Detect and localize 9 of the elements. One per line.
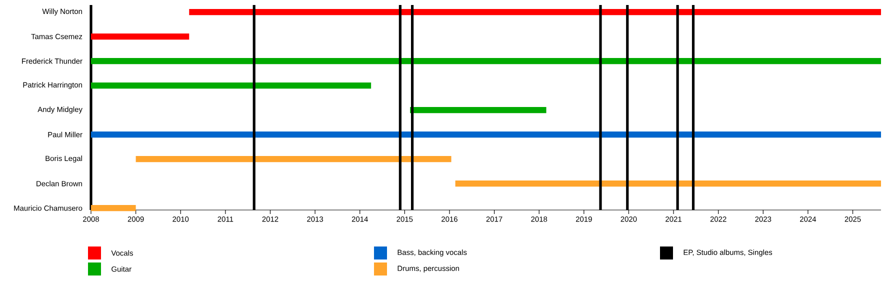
bar: [136, 156, 452, 162]
bar: [91, 33, 190, 40]
bar: [410, 106, 546, 114]
bar: [91, 131, 882, 138]
bar: [455, 180, 882, 187]
bar: [91, 204, 136, 212]
bar: [189, 8, 882, 16]
bar: [91, 82, 372, 89]
bar: [91, 58, 882, 64]
